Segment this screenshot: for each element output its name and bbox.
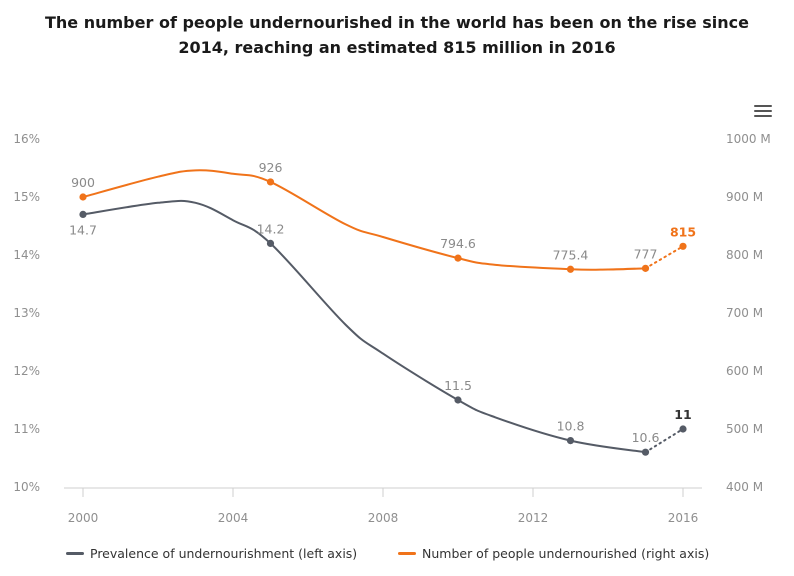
- data-label-prevalence: 11.5: [444, 378, 472, 393]
- left-axis-tick-label: 10%: [13, 480, 40, 494]
- hamburger-menu-icon[interactable]: [752, 102, 774, 120]
- data-label-prevalence: 10.6: [632, 430, 660, 445]
- x-tick-label: 2004: [218, 511, 249, 525]
- chart-title: The number of people undernourished in t…: [45, 13, 749, 57]
- series-line-prevalence: [82, 199, 647, 454]
- right-axis-tick-label: 1000 M: [726, 132, 771, 146]
- data-point-number: [641, 264, 650, 272]
- data-point-prevalence: [266, 239, 275, 247]
- left-axis-tick-label: 16%: [13, 132, 40, 146]
- data-label-number: 900: [71, 175, 95, 190]
- right-axis-tick-label: 700 M: [726, 306, 763, 320]
- data-point-prevalence: [79, 210, 87, 218]
- data-label-number: 815: [670, 224, 696, 239]
- data-point-prevalence: [641, 448, 650, 456]
- data-label-prevalence: 14.7: [69, 222, 97, 237]
- data-point-number: [679, 242, 687, 250]
- x-tick-label: 2000: [68, 511, 99, 525]
- data-label-number: 926: [259, 160, 283, 175]
- data-label-prevalence: 10.8: [557, 419, 585, 434]
- legend-label-number: Number of people undernourished (right a…: [422, 546, 710, 561]
- data-label-number: 775.4: [553, 247, 589, 262]
- right-axis-tick-label: 600 M: [726, 364, 763, 378]
- data-point-prevalence: [679, 425, 687, 433]
- data-point-prevalence: [566, 437, 575, 445]
- x-tick-label: 2012: [518, 511, 549, 525]
- legend-item-prevalence[interactable]: Prevalence of undernourishment (left axi…: [66, 546, 357, 561]
- data-point-number: [266, 178, 275, 186]
- menu-bar: [754, 115, 772, 117]
- legend-swatch-prevalence: [66, 552, 84, 555]
- menu-bar: [754, 105, 772, 107]
- series-projection-prevalence: [644, 428, 684, 454]
- legend: Prevalence of undernourishment (left axi…: [0, 546, 794, 566]
- right-axis-tick-label: 800 M: [726, 248, 763, 262]
- right-axis-tick-label: 500 M: [726, 422, 763, 436]
- series-projection-number: [644, 245, 684, 270]
- line-chart: 2000 2004 2008 2012 2016 10% 11% 12% 13% 14% 15% 16…: [13, 132, 771, 525]
- data-label-prevalence: 14.2: [257, 221, 285, 236]
- x-tick-label: 2016: [668, 511, 699, 525]
- left-axis-tick-label: 11%: [13, 422, 40, 436]
- legend-label-prevalence: Prevalence of undernourishment (left axi…: [90, 546, 358, 561]
- left-axis-tick-label: 12%: [13, 364, 40, 378]
- left-axis-tick-label: 13%: [13, 306, 40, 320]
- left-axis-tick-label: 15%: [13, 190, 40, 204]
- data-point-number: [566, 265, 575, 273]
- right-axis-tick-label: 400 M: [726, 480, 763, 494]
- data-label-prevalence: 11: [674, 407, 691, 422]
- menu-bar: [754, 110, 772, 112]
- data-point-number: [454, 254, 462, 262]
- data-point-number: [79, 193, 87, 201]
- data-label-number: 794.6: [440, 236, 476, 251]
- legend-item-number[interactable]: Number of people undernourished (right a…: [398, 546, 709, 561]
- legend-swatch-number: [398, 552, 416, 555]
- right-axis-tick-label: 900 M: [726, 190, 763, 204]
- data-point-prevalence: [454, 396, 462, 404]
- left-axis-tick-label: 14%: [13, 248, 40, 262]
- data-label-number: 777: [634, 246, 658, 261]
- x-tick-label: 2008: [368, 511, 399, 525]
